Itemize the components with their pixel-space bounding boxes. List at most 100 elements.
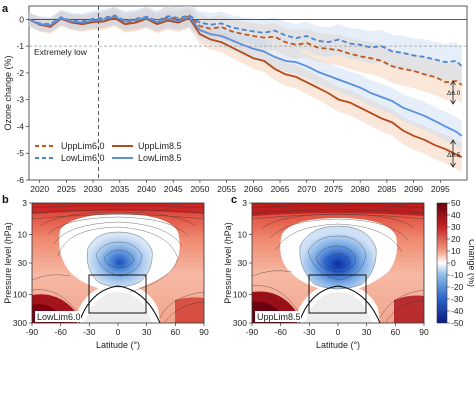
y-tick-label: 10 — [18, 229, 28, 239]
legend-label-low85: LowLim8.5 — [138, 153, 182, 163]
panel-c-label-bg — [255, 311, 301, 322]
x-tick-label: 2045 — [164, 184, 183, 194]
y-axis-ticks: 0 -1 -2 -3 -4 -5 -6 — [16, 14, 29, 185]
panel-a-letter: a — [2, 3, 9, 15]
panel-b-label-bg — [35, 311, 81, 322]
colorbar-tick-label: 40 — [451, 210, 461, 220]
x-tick-label: 2050 — [190, 184, 209, 194]
y-tick-label: 300 — [233, 318, 247, 328]
x-tick-label: 0 — [116, 327, 121, 337]
panel-c-letter: c — [231, 194, 237, 206]
extremely-low-label: Extremely low — [34, 47, 88, 57]
x-tick-label: 2080 — [351, 184, 370, 194]
x-tick-label: 2060 — [244, 184, 263, 194]
delta-6-label: Δ6.0 — [447, 90, 461, 97]
panel-b-letter: b — [2, 194, 9, 206]
x-tick-label: 60 — [391, 327, 401, 337]
colorbar-tick-label: 30 — [451, 222, 461, 232]
series-line-UppLim6.0 — [29, 15, 463, 86]
x-tick-label: 30 — [142, 327, 152, 337]
x-tick-label: 2095 — [431, 184, 450, 194]
legend: UppLim6.0 LowLim6.0 UppLim8.5 LowLim8.5 — [35, 141, 182, 163]
panel-c-box — [308, 274, 367, 314]
colorbar-tick-label: 0 — [451, 258, 456, 268]
y-tick-label: 300 — [13, 318, 27, 328]
delta-arrow-85: Δ8.5 — [447, 139, 461, 168]
legend-label-upp85: UppLim8.5 — [138, 141, 182, 151]
x-tick-label: 90 — [199, 327, 209, 337]
y-tick-label: 30 — [18, 258, 28, 268]
colorbar-ticks: 50 40 30 20 10 0 -10 -20 -30 -40 -50 — [447, 198, 464, 328]
x-tick-label: -90 — [246, 327, 259, 337]
x-tick-label: 2090 — [404, 184, 423, 194]
x-tick-label: 2040 — [137, 184, 156, 194]
x-tick-label: 2020 — [30, 184, 49, 194]
colorbar-gradient — [436, 202, 448, 324]
panel-b-inset-label: LowLim6.0 — [37, 312, 81, 322]
series-line-LowLim6.0 — [29, 14, 463, 67]
panel-c-inset-label: UppLim8.5 — [257, 312, 301, 322]
band-UppLim6.0 — [29, 6, 462, 104]
colorbar-tick-label: 50 — [451, 198, 461, 208]
x-tick-label: -90 — [26, 327, 39, 337]
x-tick-label: 0 — [336, 327, 341, 337]
x-tick-label: 90 — [419, 327, 429, 337]
band-LowLim6.0 — [29, 6, 462, 85]
x-tick-label: -60 — [275, 327, 288, 337]
colorbar-tick-label: -40 — [451, 306, 464, 316]
colorbar-tick-label: 20 — [451, 234, 461, 244]
panel-a-frame — [28, 5, 468, 181]
panel-b-x-ticks: -90 -60 -30 0 30 60 90 — [26, 323, 209, 337]
x-tick-label: 2070 — [297, 184, 316, 194]
panel-b-y-ticks: 3 10 30 100 300 — [13, 198, 32, 328]
colorbar-tick-label: 10 — [451, 246, 461, 256]
y-tick-label: -1 — [16, 41, 24, 51]
colorbar: 50 40 30 20 10 0 -10 -20 -30 -40 -50 Change (%) — [436, 198, 474, 328]
x-tick-label: -30 — [83, 327, 96, 337]
band-UppLim8.5 — [29, 8, 462, 173]
panel-c-y-ticks: 3 10 30 100 300 — [233, 198, 252, 328]
x-tick-label: -60 — [55, 327, 68, 337]
y-tick-label: 3 — [22, 198, 27, 208]
contour-lines-c — [252, 204, 424, 323]
x-tick-label: 2055 — [217, 184, 236, 194]
colorbar-title: Change (%) — [467, 239, 474, 287]
x-tick-label: 2035 — [110, 184, 129, 194]
colorbar-tick-label: -50 — [451, 318, 464, 328]
heatmap-c-field — [252, 203, 424, 323]
y-tick-label: 3 — [242, 198, 247, 208]
x-tick-label: 2085 — [377, 184, 396, 194]
x-tick-label: 2065 — [271, 184, 290, 194]
y-tick-label: -4 — [16, 121, 24, 131]
x-tick-label: 2025 — [57, 184, 76, 194]
panel-c: c — [223, 194, 429, 350]
delta-arrow-6: Δ6.0 — [447, 80, 461, 105]
heatmap-b-field — [32, 203, 204, 323]
panel-b: b — [2, 194, 209, 350]
y-tick-label: 100 — [233, 289, 247, 299]
y-tick-label: -2 — [16, 68, 24, 78]
panel-b-x-title: Latitude (°) — [96, 340, 140, 350]
colorbar-tick-label: -20 — [451, 282, 464, 292]
x-tick-label: 60 — [171, 327, 181, 337]
series-line-UppLim8.5 — [29, 17, 463, 159]
panel-b-box — [88, 274, 147, 314]
x-tick-label: 2075 — [324, 184, 343, 194]
panel-b-y-title: Pressure level (hPa) — [3, 222, 13, 304]
legend-label-low60: LowLim6.0 — [61, 153, 105, 163]
panel-c-x-title: Latitude (°) — [316, 340, 360, 350]
y-tick-label: -6 — [16, 175, 24, 185]
panel-c-y-title: Pressure level (hPa) — [223, 222, 233, 304]
y-tick-label: 0 — [19, 14, 24, 24]
x-tick-label: 2030 — [84, 184, 103, 194]
y-tick-label: 30 — [238, 258, 248, 268]
legend-label-upp60: UppLim6.0 — [61, 141, 105, 151]
x-tick-label: 30 — [362, 327, 372, 337]
series-line-LowLim8.5 — [29, 15, 463, 137]
colorbar-tick-label: -10 — [451, 270, 464, 280]
x-tick-label: -30 — [303, 327, 316, 337]
delta-85-label: Δ8.5 — [447, 152, 461, 159]
y-tick-label: -3 — [16, 95, 24, 105]
panel-a: a 2020 2025 2030 2035 2040 2045 2050 2055 2060 20… — [2, 3, 468, 194]
